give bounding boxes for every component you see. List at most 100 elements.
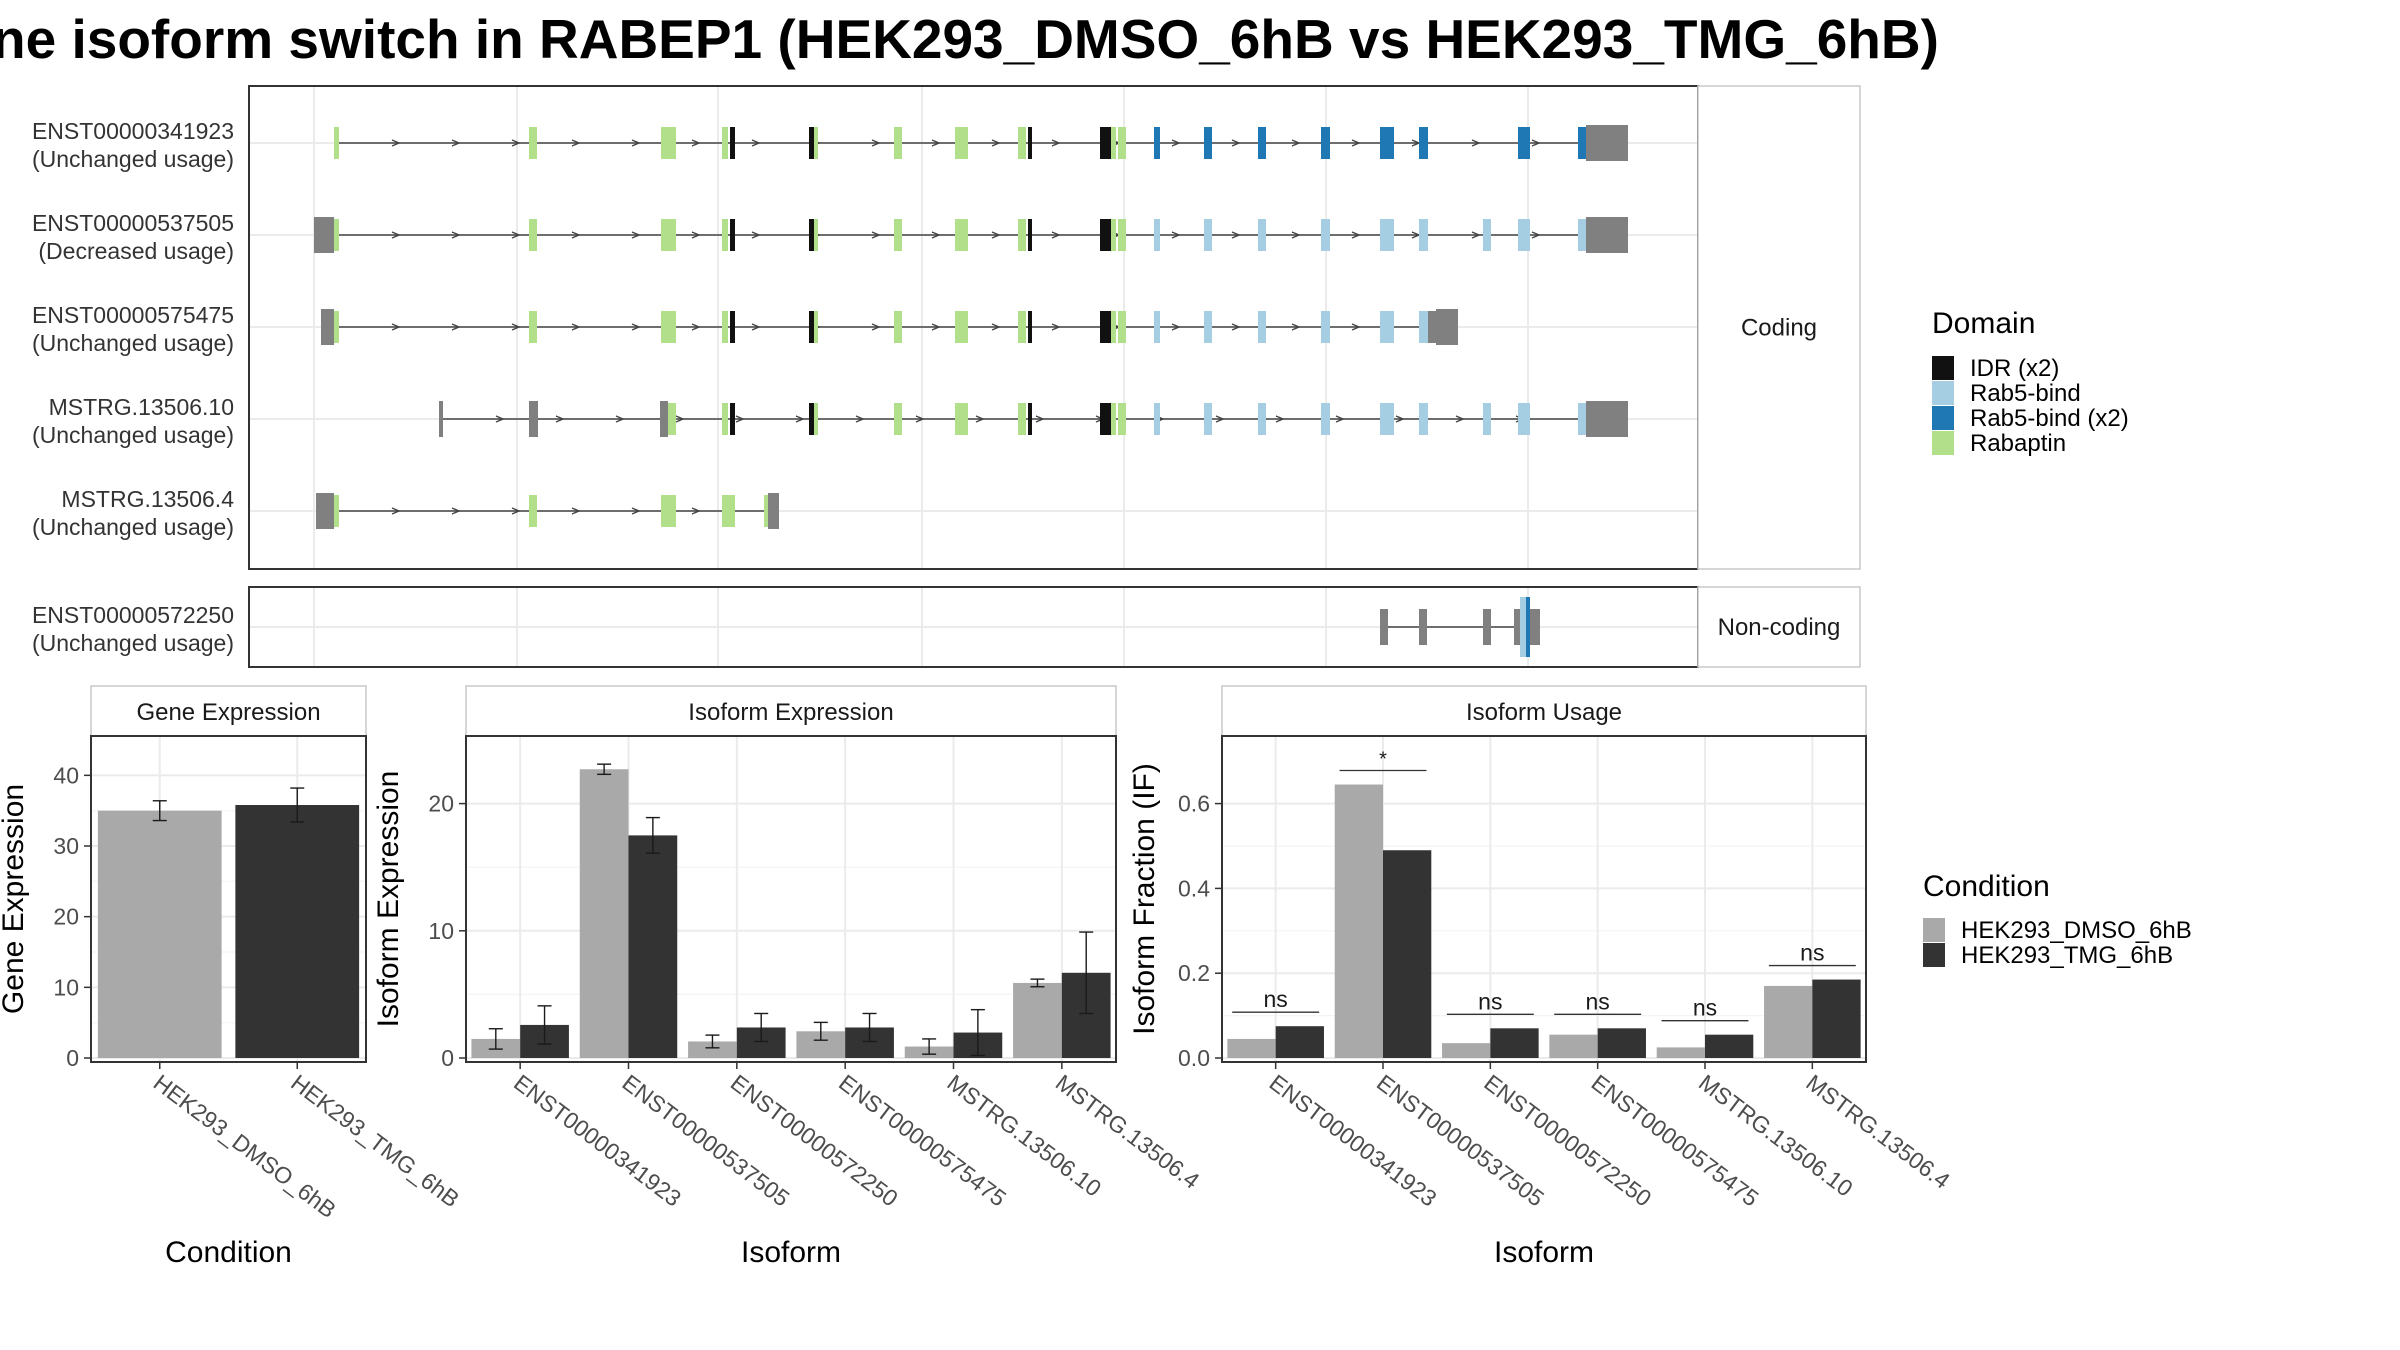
intron-direction-arrow xyxy=(451,507,461,515)
exon-block xyxy=(1258,403,1266,435)
exon-block xyxy=(1578,219,1586,251)
exon-block xyxy=(1154,403,1160,435)
y-tick-label: 10 xyxy=(428,918,454,944)
intron-direction-arrow xyxy=(751,323,761,331)
exon-block xyxy=(316,493,334,529)
domain-legend-swatch xyxy=(1932,431,1954,455)
chart-title: Isoform Usage xyxy=(1466,699,1622,726)
bar xyxy=(579,769,629,1058)
intron-direction-arrow xyxy=(451,323,461,331)
intron-direction-arrow xyxy=(555,415,565,423)
intron-direction-arrow xyxy=(1171,139,1181,147)
transcript-id-label: MSTRG.13506.4 xyxy=(61,486,234,512)
transcript-structure-plot: ENST00000341923(Unchanged usage)ENST0000… xyxy=(32,85,1861,668)
y-tick-label: 0 xyxy=(66,1045,79,1071)
intron-direction-arrow xyxy=(631,323,641,331)
chart-panel-border xyxy=(90,735,367,1063)
chart-panel: Isoform Expression01020ENST00000341923EN… xyxy=(372,685,1204,1269)
transcript-usage-label: (Unchanged usage) xyxy=(32,514,234,540)
intron-direction-arrow xyxy=(915,415,925,423)
chart-title: Isoform Expression xyxy=(688,699,893,726)
exon-block xyxy=(1586,217,1628,253)
intron-direction-arrow xyxy=(511,231,521,239)
intron-direction-arrow xyxy=(571,323,581,331)
bar xyxy=(628,835,678,1058)
y-tick-label: 0 xyxy=(441,1045,454,1071)
domain-legend-label: Rab5-bind (x2) xyxy=(1970,405,2129,432)
intron-direction-arrow xyxy=(1351,231,1361,239)
intron-direction-arrow xyxy=(691,231,701,239)
intron-direction-arrow xyxy=(451,231,461,239)
exon-block xyxy=(1483,219,1491,251)
transcript-id-label: ENST00000537505 xyxy=(32,210,234,236)
condition-legend-label: HEK293_DMSO_6hB xyxy=(1961,917,2192,944)
facet-strip xyxy=(1697,85,1861,570)
intron-direction-arrow xyxy=(511,139,521,147)
x-axis-title: Isoform xyxy=(741,1236,841,1269)
exon-block xyxy=(1028,219,1032,251)
bar xyxy=(1812,979,1861,1058)
intron-direction-arrow xyxy=(1291,231,1301,239)
exon-block xyxy=(1028,403,1032,435)
exon-block xyxy=(1419,403,1428,435)
exon-block xyxy=(1100,311,1111,343)
intron-direction-arrow xyxy=(391,231,401,239)
exon-block xyxy=(730,403,735,435)
bar xyxy=(1764,985,1813,1058)
exon-block xyxy=(529,401,538,437)
exon-block xyxy=(1428,311,1436,343)
intron-direction-arrow xyxy=(855,415,865,423)
intron-direction-arrow xyxy=(1171,231,1181,239)
exon-block xyxy=(955,127,968,159)
exon-block xyxy=(1100,403,1111,435)
exon-block xyxy=(1586,401,1628,437)
intron-direction-arrow xyxy=(975,415,985,423)
exon-block xyxy=(1321,403,1330,435)
significance-label: ns xyxy=(1800,940,1824,966)
exon-block xyxy=(1018,127,1026,159)
x-axis-title: Isoform xyxy=(1494,1236,1594,1269)
intron-direction-arrow xyxy=(691,323,701,331)
bar xyxy=(1597,1028,1646,1058)
exon-block xyxy=(1530,609,1540,645)
bar xyxy=(1383,850,1432,1058)
intron-direction-arrow xyxy=(691,139,701,147)
exon-block xyxy=(1018,403,1026,435)
intron-direction-arrow xyxy=(931,139,941,147)
intron-direction-arrow xyxy=(1275,415,1285,423)
exon-block xyxy=(1518,219,1530,251)
bar xyxy=(1656,1047,1705,1058)
intron-direction-arrow xyxy=(991,323,1001,331)
transcript-usage-label: (Unchanged usage) xyxy=(32,330,234,356)
condition-legend-swatch xyxy=(1923,918,1945,942)
exon-block xyxy=(661,311,676,343)
exon-block xyxy=(314,217,334,253)
exon-block xyxy=(1380,127,1394,159)
exon-block xyxy=(1100,127,1111,159)
y-tick-label: 0.6 xyxy=(1178,791,1210,817)
y-tick-label: 0.4 xyxy=(1178,875,1210,901)
exon-block xyxy=(660,401,668,437)
exon-block xyxy=(1520,597,1530,657)
exon-block xyxy=(661,219,676,251)
facet-label-noncoding: Non-coding xyxy=(1718,614,1841,641)
significance-label: ns xyxy=(1586,988,1610,1014)
exon-block xyxy=(730,127,735,159)
exon-block xyxy=(1526,597,1530,657)
exon-block xyxy=(1419,609,1427,645)
exon-block xyxy=(894,219,902,251)
y-tick-label: 10 xyxy=(53,974,79,1000)
y-axis-title: Isoform Fraction (IF) xyxy=(1128,763,1161,1035)
exon-block xyxy=(722,495,735,527)
exon-block xyxy=(894,403,902,435)
transcript-usage-label: (Decreased usage) xyxy=(38,238,234,264)
exon-block xyxy=(722,127,728,159)
y-tick-label: 20 xyxy=(53,904,79,930)
domain-legend-swatch xyxy=(1932,406,1954,430)
exon-block xyxy=(1111,403,1116,435)
exon-block xyxy=(334,495,339,527)
exon-block xyxy=(1258,219,1266,251)
exon-block xyxy=(334,127,339,159)
transcript-usage-label: (Unchanged usage) xyxy=(32,146,234,172)
